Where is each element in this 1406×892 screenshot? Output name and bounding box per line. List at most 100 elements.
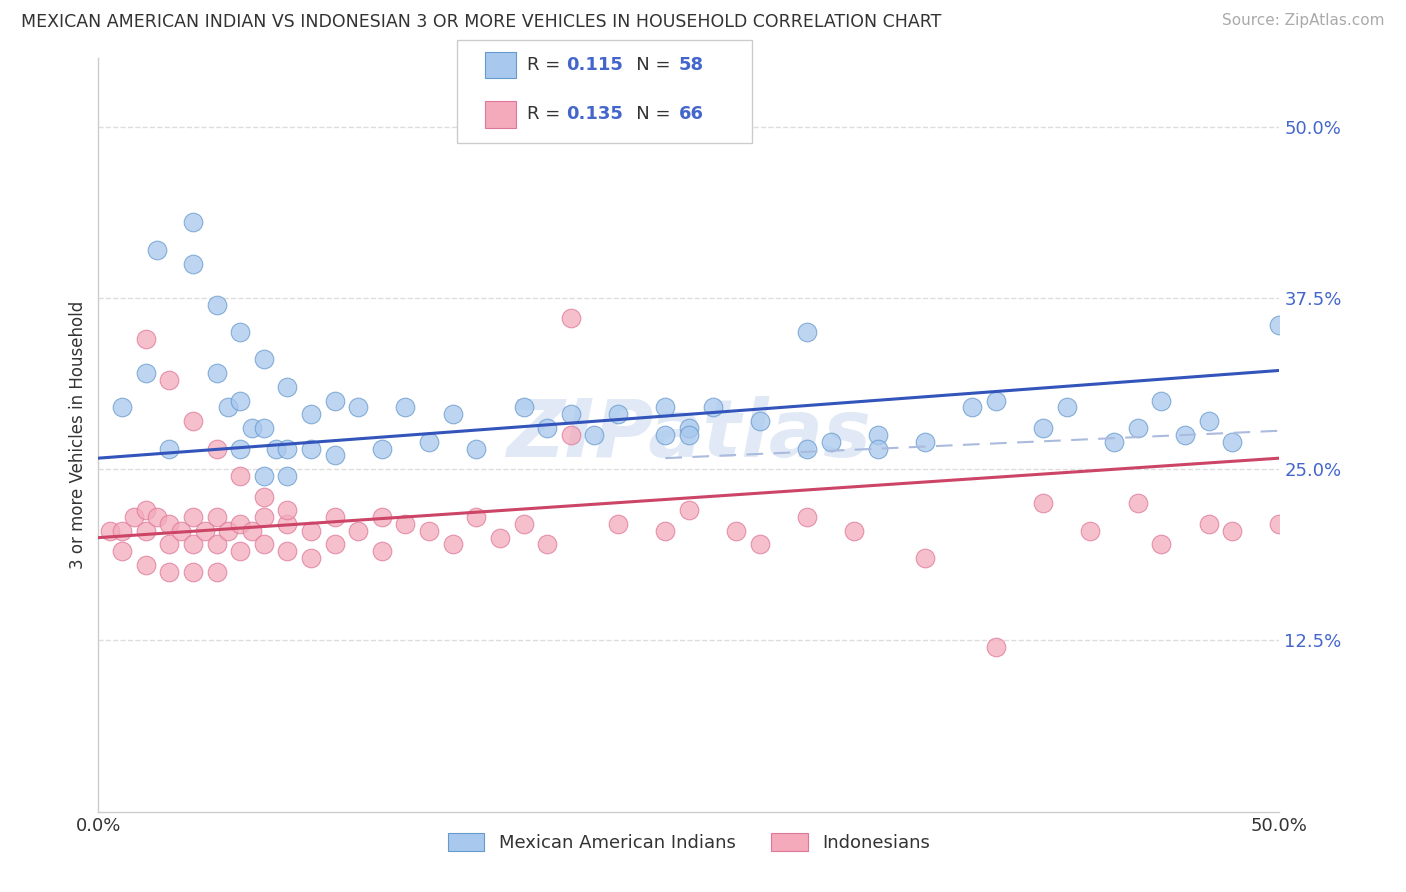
Point (418, 524, 440, 538)
Point (1150, 393, 1173, 408)
Point (181, 537, 204, 551)
Point (844, 524, 866, 538)
Text: 66: 66 (679, 105, 704, 123)
Point (253, 510, 276, 524)
Point (465, 442, 488, 456)
Point (217, 524, 239, 538)
Point (229, 442, 252, 456)
Point (678, 427, 700, 442)
Point (98, 524, 121, 538)
Point (1198, 516, 1220, 531)
Point (122, 510, 145, 524)
Text: 58: 58 (679, 56, 704, 74)
Point (229, 469, 252, 483)
Point (1268, 318, 1291, 333)
Text: MEXICAN AMERICAN INDIAN VS INDONESIAN 3 OR MORE VEHICLES IN HOUSEHOLD CORRELATIO: MEXICAN AMERICAN INDIAN VS INDONESIAN 3 … (21, 13, 942, 31)
Point (1056, 401, 1078, 415)
Point (323, 537, 346, 551)
Text: ZIPatlas: ZIPatlas (506, 396, 872, 474)
Point (536, 537, 558, 551)
Point (654, 427, 676, 442)
Point (205, 366, 228, 380)
Point (654, 401, 676, 415)
Point (205, 298, 228, 312)
Point (748, 537, 770, 551)
Point (1268, 516, 1291, 531)
Point (654, 524, 676, 538)
Point (170, 524, 193, 538)
Point (276, 544, 298, 558)
Point (323, 449, 346, 463)
Point (229, 516, 252, 531)
Point (984, 640, 1007, 655)
Point (253, 537, 276, 551)
Point (371, 442, 394, 456)
Point (157, 373, 180, 387)
Text: 0.135: 0.135 (567, 105, 623, 123)
Point (157, 516, 180, 531)
Point (323, 510, 346, 524)
Point (1198, 414, 1220, 428)
Point (465, 510, 488, 524)
Text: R =: R = (527, 56, 567, 74)
Point (135, 332, 157, 346)
Point (157, 565, 180, 579)
Point (914, 551, 936, 566)
Point (253, 469, 276, 483)
Point (111, 524, 134, 538)
Point (748, 414, 770, 428)
Point (135, 503, 157, 517)
Point (866, 442, 889, 456)
Point (371, 510, 394, 524)
Point (276, 516, 298, 531)
Point (560, 407, 582, 421)
Text: R =: R = (527, 105, 567, 123)
Legend: Mexican American Indians, Indonesians: Mexican American Indians, Indonesians (440, 825, 938, 859)
Point (111, 401, 134, 415)
Text: Source: ZipAtlas.com: Source: ZipAtlas.com (1222, 13, 1385, 29)
Point (512, 401, 534, 415)
Point (229, 393, 252, 408)
Point (253, 352, 276, 367)
Point (1080, 524, 1102, 538)
Point (1032, 421, 1054, 435)
Point (1150, 537, 1173, 551)
Point (181, 414, 204, 428)
Point (607, 516, 630, 531)
Text: 0.115: 0.115 (567, 56, 623, 74)
Point (181, 565, 204, 579)
Point (194, 524, 217, 538)
Point (678, 503, 700, 517)
Point (253, 421, 276, 435)
Point (418, 434, 440, 449)
Point (371, 544, 394, 558)
Point (276, 380, 298, 394)
Point (820, 434, 842, 449)
Point (299, 551, 322, 566)
Point (796, 325, 818, 339)
Point (276, 503, 298, 517)
Point (323, 393, 346, 408)
Point (725, 524, 748, 538)
Point (276, 469, 298, 483)
Point (1220, 524, 1243, 538)
Point (796, 442, 818, 456)
Point (157, 442, 180, 456)
Point (135, 558, 157, 572)
Text: N =: N = (619, 105, 676, 123)
Y-axis label: 3 or more Vehicles in Household: 3 or more Vehicles in Household (69, 301, 87, 569)
Text: N =: N = (619, 56, 676, 74)
Point (205, 565, 228, 579)
Point (111, 544, 134, 558)
Point (796, 510, 818, 524)
Point (299, 442, 322, 456)
Point (583, 427, 606, 442)
Point (181, 215, 204, 229)
Point (229, 325, 252, 339)
Point (146, 510, 169, 524)
Point (347, 401, 370, 415)
Point (394, 401, 416, 415)
Point (205, 510, 228, 524)
Point (1174, 427, 1197, 442)
Point (441, 407, 464, 421)
